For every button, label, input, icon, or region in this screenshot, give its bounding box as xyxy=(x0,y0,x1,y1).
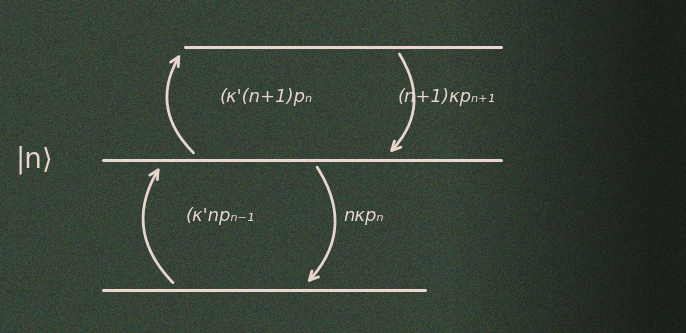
Text: (n+1)κpₙ₊₁: (n+1)κpₙ₊₁ xyxy=(398,88,496,106)
Text: (κ'(n+1)pₙ: (κ'(n+1)pₙ xyxy=(220,88,313,106)
Text: |n⟩: |n⟩ xyxy=(15,146,54,174)
Text: nκpₙ: nκpₙ xyxy=(343,207,383,225)
Text: (κ'npₙ₋₁: (κ'npₙ₋₁ xyxy=(185,207,255,225)
